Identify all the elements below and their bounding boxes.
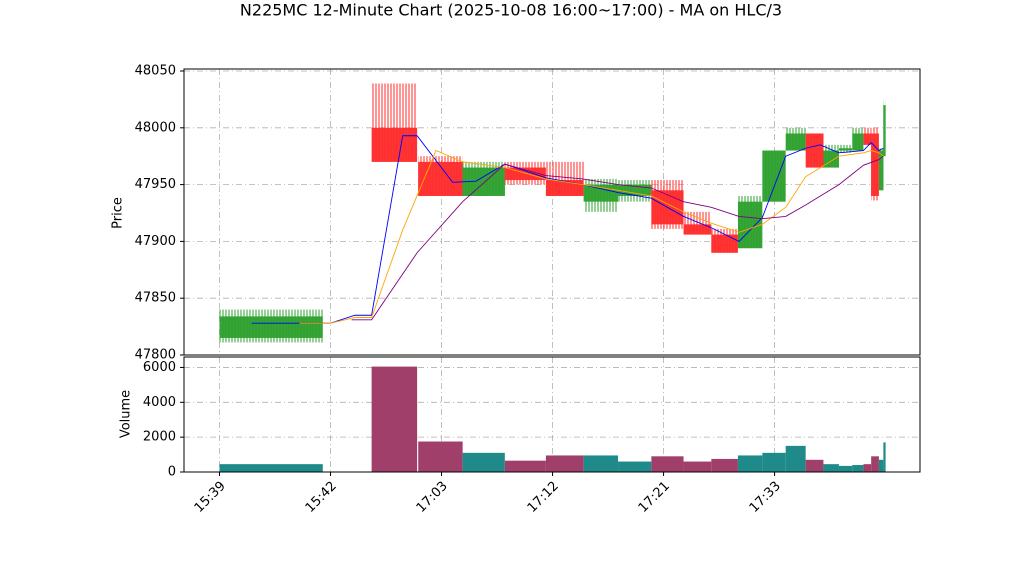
candle-body [883,105,886,157]
y-tick-label: 47850 [135,291,176,306]
y-tick-label: 2000 [143,430,176,445]
ma-line [351,155,884,321]
candle-body [219,316,323,338]
y-tick-label: 47800 [135,348,176,363]
candle-body [683,224,712,235]
volume-bar [863,464,872,472]
y-tick-label: 6000 [143,360,176,375]
price-frame [183,68,921,356]
ma-line [251,135,884,324]
candle-body [838,148,853,151]
candle-body [711,234,738,253]
volume-bar [805,459,824,472]
candle-body [618,184,652,196]
volume-bar [504,460,546,472]
y-tick-label: 47900 [135,234,176,249]
volume-bar [711,458,738,472]
y-tick-label: 48050 [135,64,176,79]
candle-body [871,133,879,196]
y-axis-label: Volume [119,390,134,438]
volume-bar [823,464,839,472]
volume-bar [583,455,619,472]
volume-bar [762,452,786,472]
volume-frame [183,356,921,473]
y-tick-label: 47950 [135,177,176,192]
volume-bar [737,455,763,472]
volume-bar [651,456,684,472]
candle-body [371,127,418,162]
candle-body [878,150,884,191]
volume-bar [371,366,418,472]
candle-body [863,133,872,145]
volume-bar [838,465,853,472]
candle-body [737,201,763,249]
volume-bar [883,442,886,472]
candle-body [823,150,839,168]
candle-body [805,133,824,168]
candle-body [785,133,806,151]
volume-bar [219,464,323,472]
chart-title: N225MC 12-Minute Chart (2025-10-08 16:00… [240,1,782,20]
y-tick-label: 48000 [135,120,176,135]
volume-bar [878,459,884,472]
candle-body [545,180,584,196]
volume-bar [618,461,652,472]
volume-bar [871,456,879,472]
y-axis-label: Price [111,197,126,229]
ma-line [299,149,884,324]
volume-bar [683,461,712,472]
volume-bar [785,445,806,472]
y-tick-label: 4000 [143,395,176,410]
volume-bar [545,455,584,472]
volume-bar [462,452,505,472]
candle-body [418,161,463,196]
candle-body [762,150,786,202]
candle-body [852,133,864,151]
y-tick-label: 0 [168,465,176,480]
volume-bar [418,441,463,472]
volume-bar [852,465,864,472]
